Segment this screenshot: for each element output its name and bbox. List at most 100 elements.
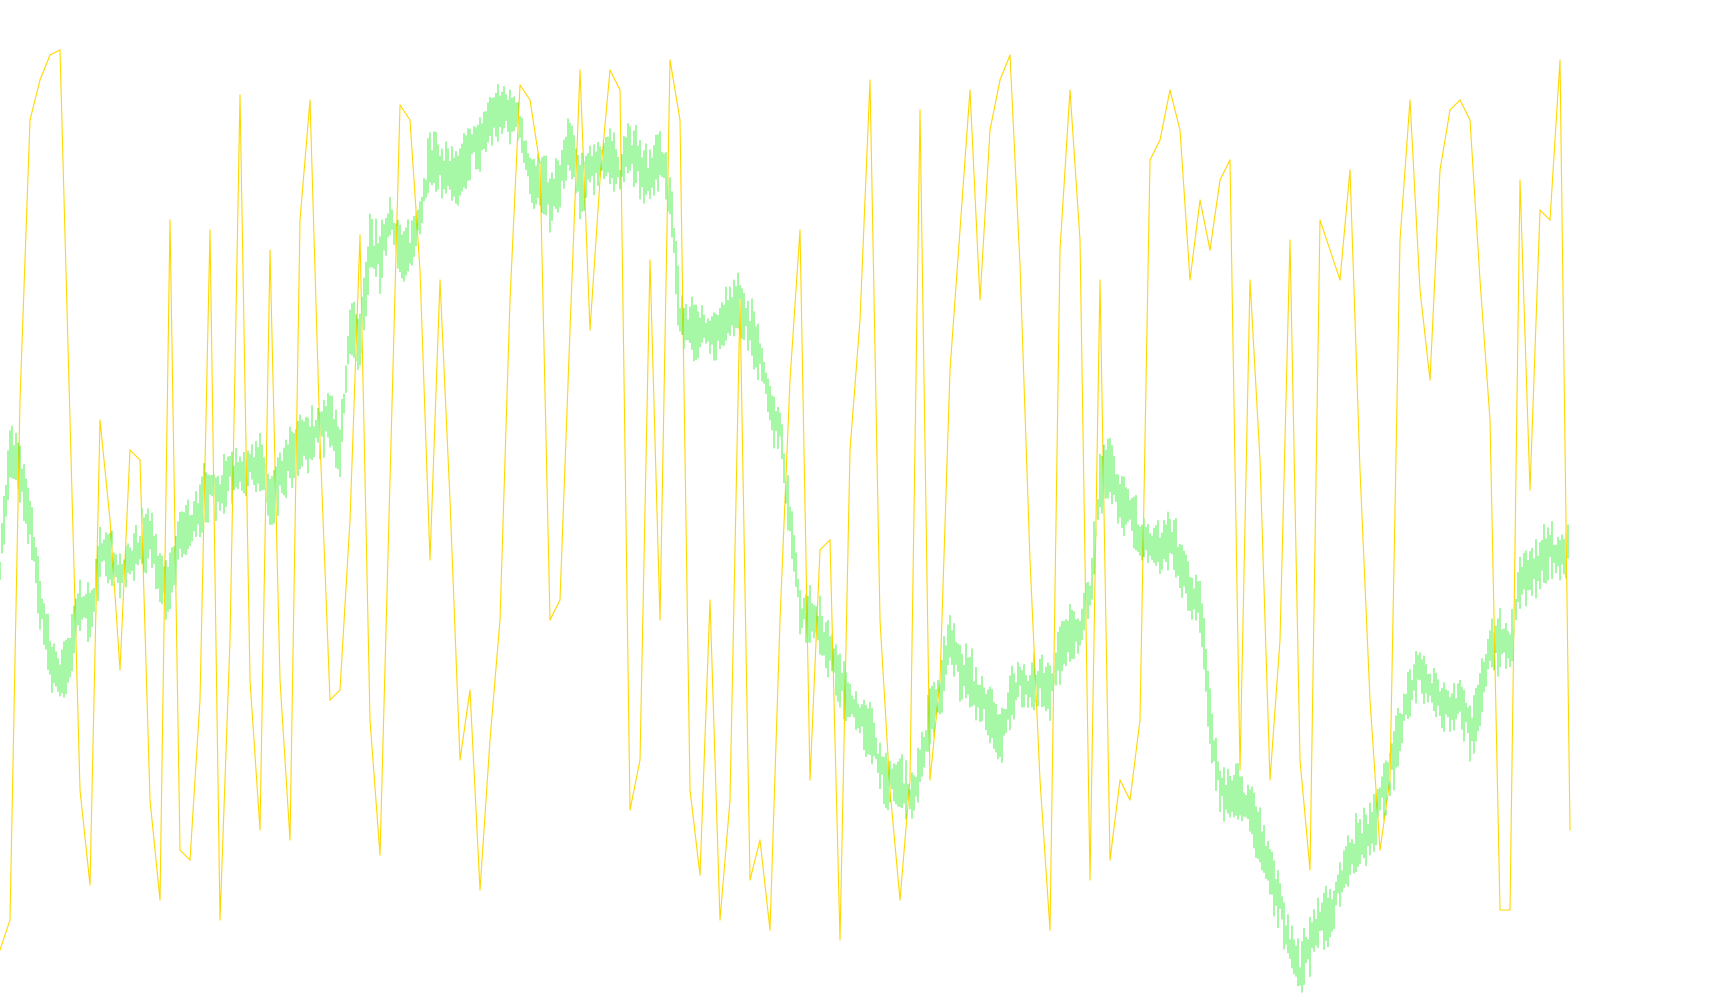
data-point (749, 879, 751, 881)
data-point (1159, 139, 1161, 141)
data-point (9, 919, 11, 921)
data-point (579, 69, 581, 71)
data-point (1259, 459, 1261, 461)
data-point (679, 119, 681, 121)
data-point (789, 379, 791, 381)
data-point (1389, 779, 1391, 781)
data-point (389, 479, 391, 481)
data-point (619, 89, 621, 91)
data-point (629, 809, 631, 811)
data-point (309, 99, 311, 101)
data-point (759, 839, 761, 841)
data-point (739, 299, 741, 301)
data-point (1169, 89, 1171, 91)
data-point (119, 669, 121, 671)
data-point (1499, 909, 1501, 911)
data-point (1239, 769, 1241, 771)
data-point (79, 789, 81, 791)
data-point (1049, 929, 1051, 931)
data-point (489, 739, 491, 741)
data-point (439, 279, 441, 281)
data-point (219, 919, 221, 921)
data-point (29, 119, 31, 121)
data-point (989, 129, 991, 131)
data-point (999, 79, 1001, 81)
data-point (379, 854, 381, 856)
data-point (569, 329, 571, 331)
data-point (409, 119, 411, 121)
data-point (1109, 859, 1111, 861)
data-point (719, 919, 721, 921)
data-point (919, 109, 921, 111)
data-point (1539, 209, 1541, 211)
data-point (609, 69, 611, 71)
data-point (589, 329, 591, 331)
data-point (529, 99, 531, 101)
data-point (349, 519, 351, 521)
data-point (279, 679, 281, 681)
data-point (89, 884, 91, 886)
data-point (209, 229, 211, 231)
data-point (939, 679, 941, 681)
data-point (1009, 54, 1011, 56)
data-point (1099, 279, 1101, 281)
data-point (69, 419, 71, 421)
series-0 (0, 84, 1569, 993)
data-point (399, 104, 401, 106)
data-point (769, 929, 771, 931)
data-point (1379, 849, 1381, 851)
data-point (1089, 879, 1091, 881)
data-point (39, 79, 41, 81)
data-point (1179, 129, 1181, 131)
data-point (889, 789, 891, 791)
series-1 (0, 49, 1571, 951)
data-point (649, 259, 651, 261)
data-point (259, 829, 261, 831)
data-point (879, 619, 881, 621)
data-point (189, 859, 191, 861)
data-point (1339, 279, 1341, 281)
data-point (809, 779, 811, 781)
data-point (849, 449, 851, 451)
data-point (1489, 419, 1491, 421)
data-point (229, 639, 231, 641)
data-point (479, 889, 481, 891)
data-point (1149, 159, 1151, 161)
data-point (909, 779, 911, 781)
data-point (1409, 99, 1411, 101)
data-point (129, 449, 131, 451)
data-point (59, 49, 61, 51)
data-point (1219, 179, 1221, 181)
data-point (1249, 279, 1251, 281)
data-point (549, 619, 551, 621)
data-point (509, 299, 511, 301)
data-point (1549, 219, 1551, 221)
data-point (729, 799, 731, 801)
data-point (1519, 179, 1521, 181)
data-point (689, 789, 691, 791)
data-point (969, 89, 971, 91)
data-point (1039, 779, 1041, 781)
data-point (819, 549, 821, 551)
data-point (1479, 279, 1481, 281)
data-point (159, 899, 161, 901)
data-point (449, 499, 451, 501)
data-point (1529, 489, 1531, 491)
data-point (1189, 279, 1191, 281)
data-point (1139, 719, 1141, 721)
data-point (429, 559, 431, 561)
series-layer (0, 49, 1571, 993)
series-line (0, 49, 1571, 951)
data-point (199, 699, 201, 701)
data-point (1469, 119, 1471, 121)
data-point (979, 299, 981, 301)
data-point (1199, 199, 1201, 201)
data-point (659, 619, 661, 621)
data-point (829, 539, 831, 541)
data-point (559, 599, 561, 601)
data-point (1459, 99, 1461, 101)
data-point (1319, 219, 1321, 221)
data-point (709, 599, 711, 601)
data-point (239, 94, 241, 96)
data-point (1279, 639, 1281, 641)
